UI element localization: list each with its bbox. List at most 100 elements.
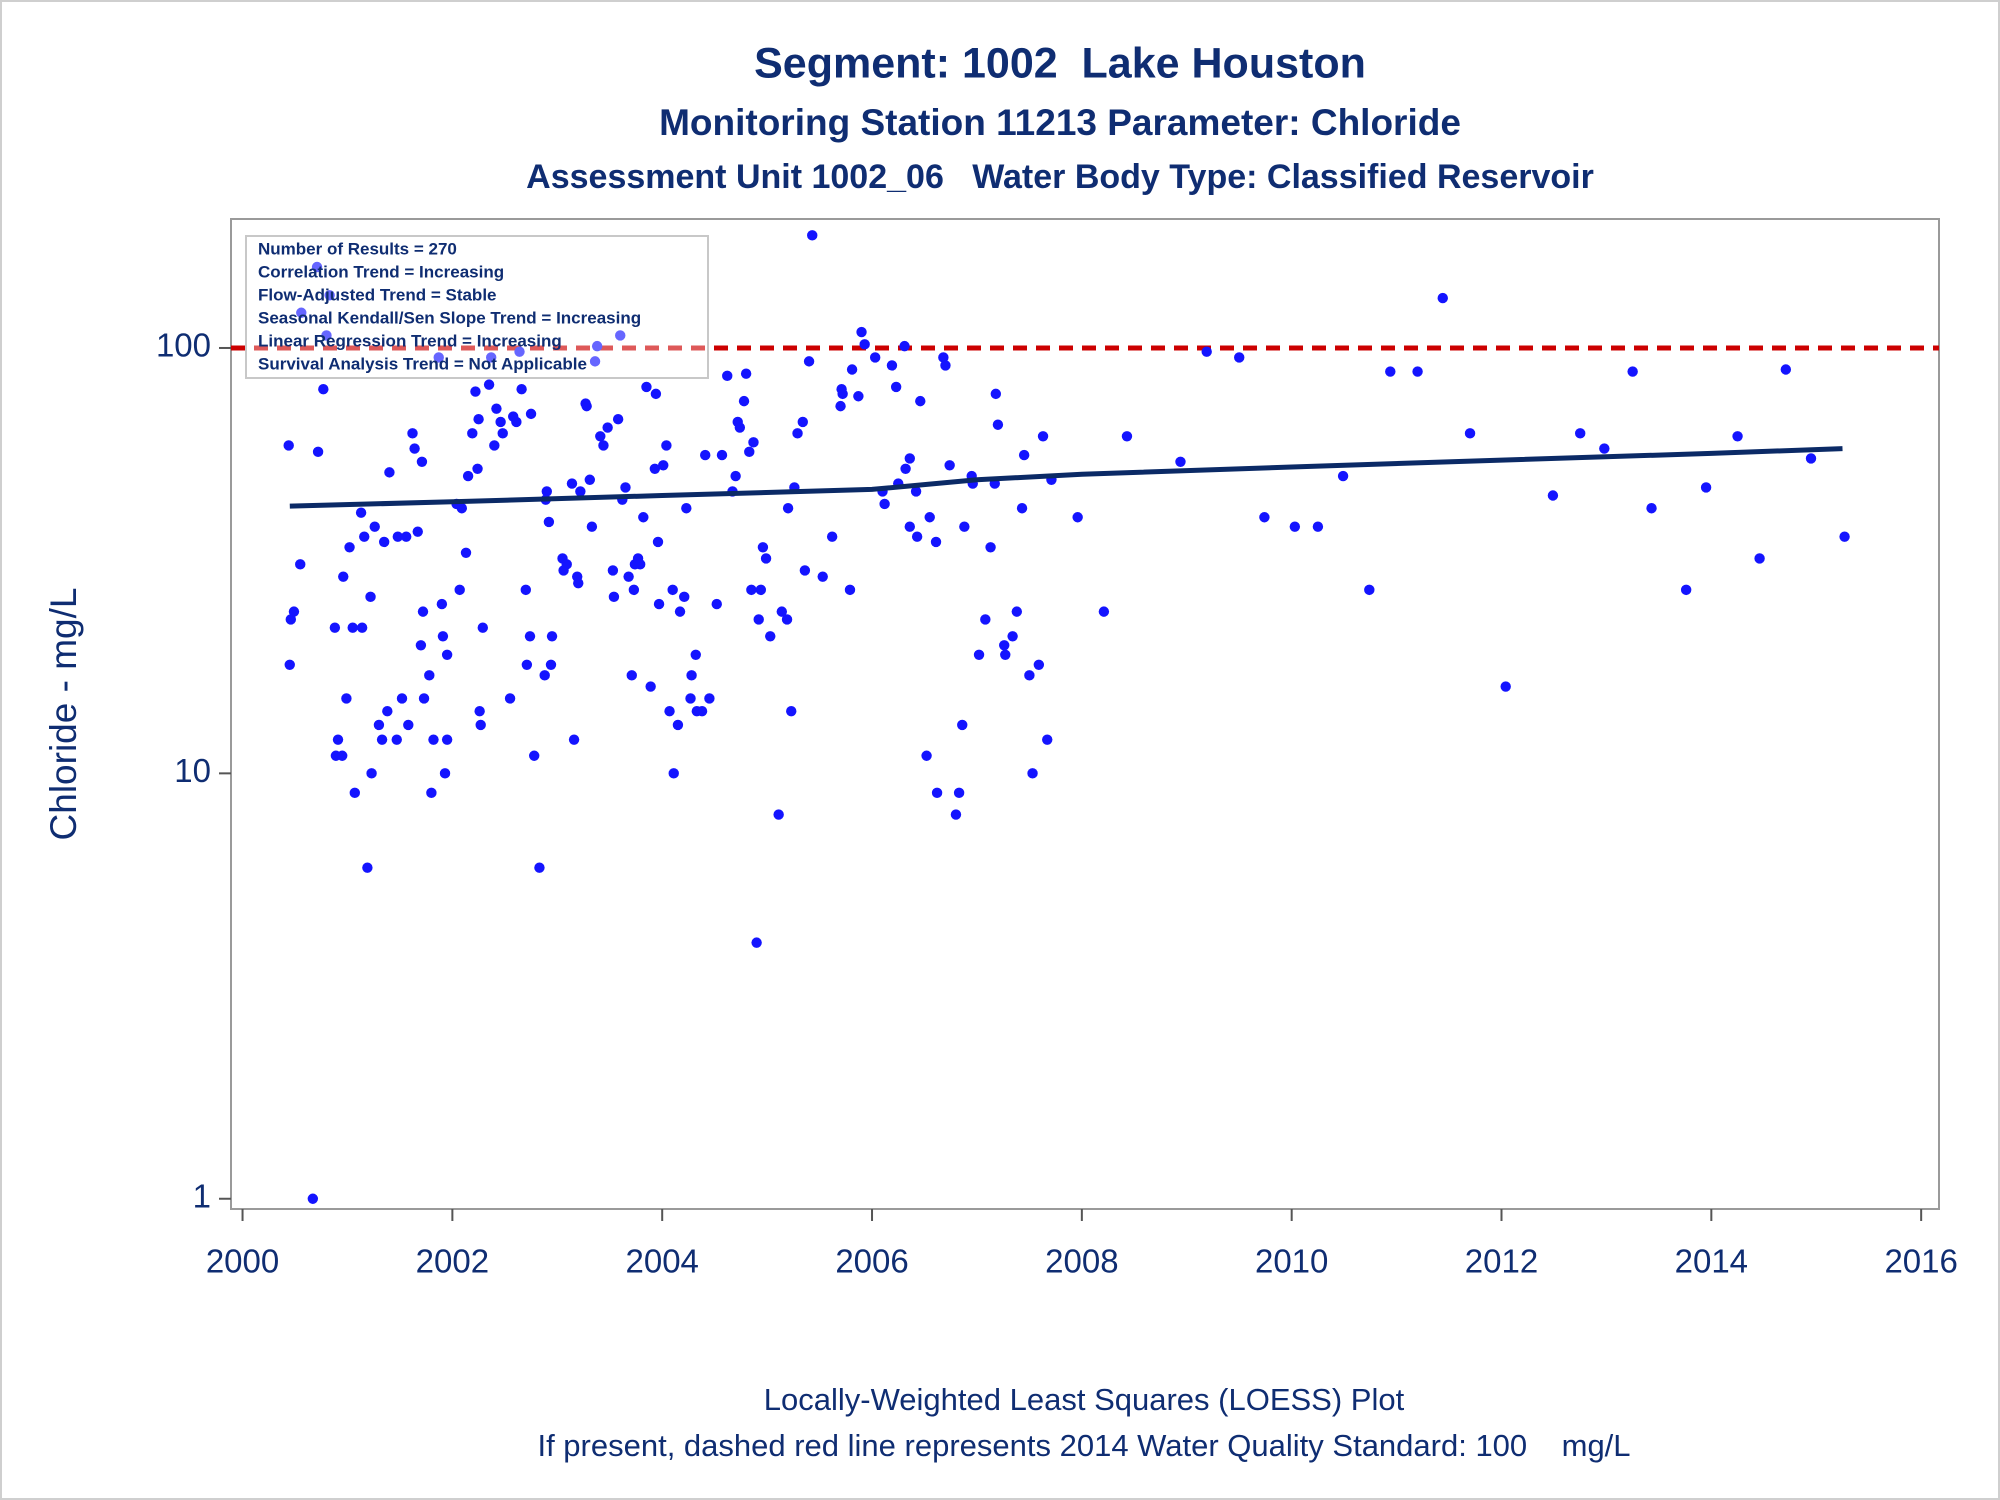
data-point [1437,292,1448,304]
data-point [781,614,793,625]
data-point [1000,649,1011,660]
data-point [1839,531,1850,542]
data-point [491,403,502,414]
data-point [1016,503,1028,514]
data-point [649,463,661,474]
data-point [817,571,828,582]
plot-frame [230,218,1940,1210]
data-point [650,388,662,400]
data-point [837,388,848,400]
data-point [1599,443,1610,454]
data-point [1700,482,1712,493]
data-point [911,531,923,542]
data-point [730,470,741,482]
data-point [740,368,752,379]
data-point [626,670,637,681]
data-point [337,750,348,761]
data-point [672,719,684,731]
data-point [938,352,949,363]
y-axis-label: Chloride - mg/L [43,588,84,841]
data-point [495,416,506,428]
data-point [441,734,453,745]
data-point [634,559,646,570]
data-point [1042,734,1053,745]
data-point [748,437,759,448]
data-point [886,360,898,371]
x-tick-label: 2008 [1045,1243,1118,1280]
data-point [589,356,601,367]
data-point [541,486,552,497]
x-tick-label: 2014 [1675,1243,1748,1280]
data-point [797,416,808,428]
data-point [525,408,537,420]
data-point [1312,521,1324,532]
loess-line [289,446,1843,509]
data-point [681,503,692,514]
data-point [620,482,631,493]
data-point [581,400,592,412]
data-point [474,705,485,717]
data-point [366,768,377,779]
data-point [428,734,439,745]
data-point [615,330,626,341]
x-tick-label: 2000 [206,1243,279,1280]
data-point [786,705,797,717]
data-point [1259,512,1270,523]
data-point [607,565,619,576]
data-point [773,809,784,820]
data-point [959,521,970,532]
data-point [760,553,772,564]
data-point [288,606,300,617]
x-tick-label: 2012 [1465,1243,1538,1280]
data-point [373,719,385,731]
data-point [765,631,776,642]
data-point [1337,470,1349,482]
data-point [1627,366,1638,377]
data-point [543,516,555,528]
data-point [985,542,996,553]
y-tick-label: 1 [193,1177,211,1214]
data-point [1007,631,1018,642]
data-point [473,414,484,425]
data-point [776,606,787,617]
data-point [1234,352,1245,363]
data-point [690,649,701,660]
data-point [329,622,341,633]
data-point [349,787,360,799]
data-point [1011,606,1023,617]
y-tick-label: 10 [174,752,211,789]
data-point [746,584,757,596]
data-point [1754,553,1765,564]
data-point [782,503,794,514]
data-point [472,463,483,474]
data-point [1018,449,1030,461]
data-point [470,386,481,397]
data-point [524,631,536,642]
data-point [792,428,803,439]
data-point [1289,521,1301,532]
data-point [940,360,951,371]
data-point [433,352,444,363]
data-point [645,681,656,692]
data-point [751,937,762,948]
data-point [664,705,675,717]
data-point [359,531,370,542]
data-point [803,356,815,367]
data-point [460,547,472,558]
data-point [285,614,297,625]
data-point [485,352,497,363]
chart-subtitle: Monitoring Station 11213 Parameter: Chlo… [659,102,1461,143]
inset-box [245,235,709,379]
data-point [990,388,1002,400]
data-point [568,734,580,745]
data-point [1646,503,1657,514]
data-point [915,395,926,407]
data-point [807,230,818,241]
data-point [1175,456,1186,468]
chart-title: Segment: 1002 Lake Houston [754,39,1366,87]
inset-text: Number of Results = 270 [258,239,457,258]
data-point [497,428,508,439]
data-point [362,862,373,873]
data-point [1037,431,1049,442]
